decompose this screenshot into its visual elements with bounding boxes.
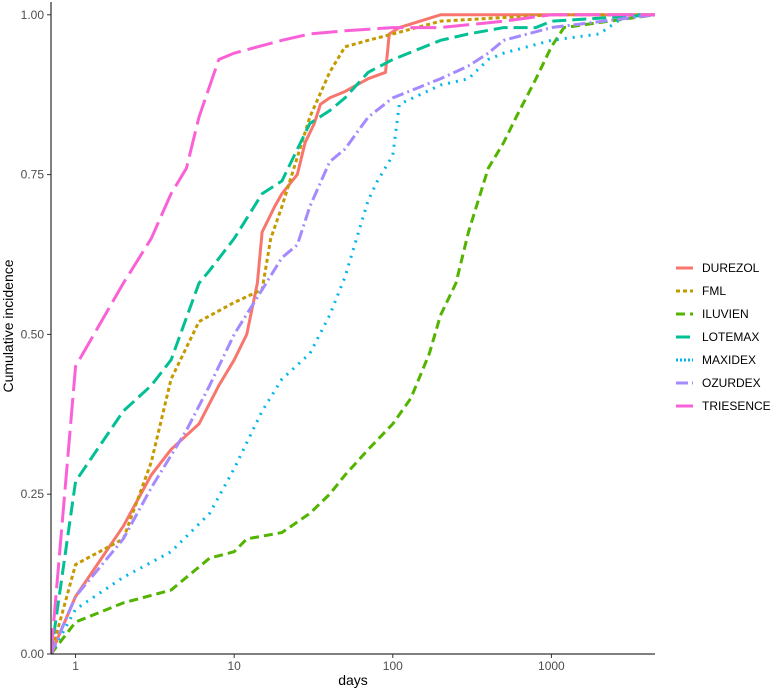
x-tick-label: 100 [383,659,403,673]
legend-label-durezol: DUREZOL [702,261,760,275]
legend-label-ozurdex: OZURDEX [702,376,761,390]
x-tick-label: 1 [72,659,79,673]
y-axis-title: Cumulative incidence [0,259,16,392]
series-line-triesence [51,13,655,655]
legend-label-fml: FML [702,284,726,298]
series-lines [51,13,655,655]
y-tick-label: 0.25 [21,487,45,501]
x-tick-label: 1000 [538,659,565,673]
legend-label-iluvien: ILUVIEN [702,307,749,321]
y-tick-label: 0.50 [21,327,45,341]
x-axis-title: days [338,672,368,688]
series-line-lotemax [51,13,655,655]
legend-label-triesence: TRIESENCE [702,399,771,413]
y-tick-label: 1.00 [21,8,45,22]
y-tick-label: 0.75 [21,168,45,182]
series-line-iluvien [51,13,655,655]
series-line-maxidex [51,13,655,655]
legend-label-maxidex: MAXIDEX [702,353,756,367]
series-line-fml [51,13,655,655]
x-ticks: 1 10 100 1000 [72,654,565,673]
y-tick-label: 0.00 [21,647,45,661]
y-ticks: 0.00 0.25 0.50 0.75 1.00 [21,8,51,661]
legend-label-lotemax: LOTEMAX [702,330,759,344]
legend: DUREZOL FML ILUVIEN LOTEMAX MAXIDEX OZURDEX TR… [676,261,771,413]
x-tick-label: 10 [227,659,241,673]
axes [50,2,655,655]
series-line-durezol [51,13,655,655]
series-line-ozurdex [51,13,655,655]
